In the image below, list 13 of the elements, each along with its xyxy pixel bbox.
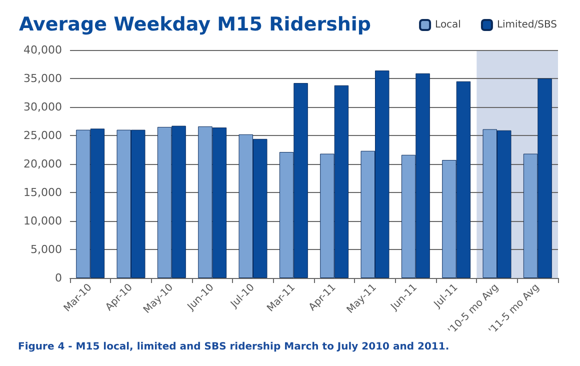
legend-label: Local	[435, 20, 461, 30]
y-tick-label: 10,000	[24, 214, 62, 228]
y-tick-label: 35,000	[24, 72, 62, 85]
caption: Figure 4 - M15 local, limited and SBS ridership March to July 2010 and 2011.	[18, 342, 450, 352]
y-tick-label: 25,000	[24, 129, 62, 142]
y-tick-label: 30,000	[24, 100, 62, 114]
chart-title: Average Weekday M15 Ridership	[19, 14, 372, 36]
y-tick-label: 15,000	[24, 186, 62, 199]
y-tick-label: 40,000	[24, 44, 62, 56]
legend-label: Limited/SBS	[496, 20, 558, 30]
y-tick-label: 5,000	[30, 243, 62, 256]
y-tick-label: 20,000	[24, 158, 62, 170]
y-tick-label: 0	[55, 272, 62, 284]
